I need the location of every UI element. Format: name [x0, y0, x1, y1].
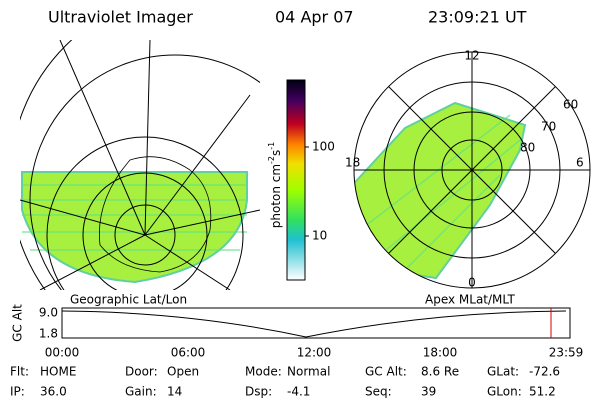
status-label: GLat:	[487, 365, 519, 379]
lat-label: 70	[541, 120, 556, 134]
status-value: 39	[421, 385, 436, 399]
status-label: IP:	[10, 385, 25, 399]
instrument: Ultraviolet Imager	[48, 8, 193, 27]
polar-ring	[441, 139, 503, 201]
altitude-ytick: 1.8	[39, 327, 58, 341]
altitude-xtick: 06:00	[171, 346, 206, 360]
status-value: -72.6	[529, 365, 560, 379]
altitude-ylabel: GC Alt	[11, 304, 25, 342]
mlt-label: 0	[468, 276, 476, 290]
mlt-label: 12	[464, 49, 479, 63]
unit: photon cm	[269, 164, 283, 228]
altitude-curve	[61, 310, 567, 338]
status-label: GC Alt:	[365, 365, 407, 379]
right-panel-label: Apex MLat/MLT	[425, 293, 515, 307]
status-value: 14	[167, 385, 182, 399]
altitude-xtick: 23:59	[549, 346, 584, 360]
lat-label: 60	[563, 98, 578, 112]
lat-label: 80	[520, 141, 535, 155]
exponent: -2	[267, 156, 276, 164]
geo-map	[20, 40, 260, 290]
status-label: GLon:	[487, 385, 522, 399]
colorbar-label: photon cm-2s-1	[267, 142, 283, 229]
unit: s	[269, 150, 283, 156]
status-value: Open	[167, 365, 199, 379]
time: 23:09:21 UT	[428, 8, 527, 27]
altitude-ytick: 9.0	[39, 306, 58, 320]
status-value: 8.6 Re	[421, 365, 459, 379]
status-value: Normal	[287, 365, 330, 379]
status-value: 51.2	[529, 385, 556, 399]
status-label: Dsp:	[245, 385, 272, 399]
left-panel-label: Geographic Lat/Lon	[70, 293, 187, 307]
altitude-xtick: 12:00	[297, 346, 332, 360]
colorbar	[286, 79, 306, 281]
status-value: -4.1	[287, 385, 310, 399]
status-label: Mode:	[245, 365, 282, 379]
date: 04 Apr 07	[275, 8, 354, 27]
status-label: Gain:	[125, 385, 157, 399]
colorbar-tick-label: 100	[312, 140, 335, 154]
altitude-frame	[61, 307, 571, 339]
polar-ring	[383, 81, 561, 259]
status-label: Door:	[125, 365, 158, 379]
mlt-label: 18	[345, 156, 360, 170]
status-value: HOME	[40, 365, 76, 379]
status-label: Flt:	[10, 365, 29, 379]
mlt-label: 6	[576, 156, 584, 170]
polar-ring	[353, 51, 591, 289]
altitude-xtick: 18:00	[423, 346, 458, 360]
polar-map	[354, 52, 590, 288]
status-label: Seq:	[365, 385, 392, 399]
colorbar-tick-label: 10	[312, 229, 327, 243]
exponent: -1	[267, 142, 276, 150]
altitude-xtick: 00:00	[45, 346, 80, 360]
polar-ring	[413, 111, 531, 229]
status-value: 36.0	[40, 385, 67, 399]
status-footer: Flt: HOME Door: Open Mode: Normal GC Alt: 8.6 R…	[10, 365, 560, 399]
